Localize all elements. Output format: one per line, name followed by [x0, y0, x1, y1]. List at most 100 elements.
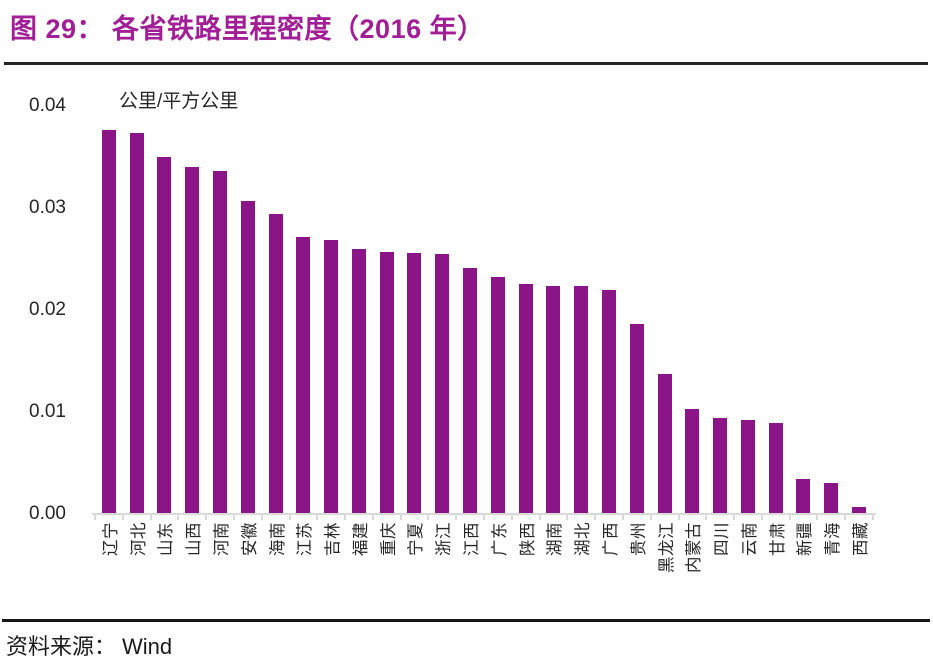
x-label-xinjiang: 新疆 — [790, 520, 818, 622]
bar-jiangxi — [463, 268, 478, 514]
x-axis-tick — [510, 515, 513, 520]
x-axis-tick — [844, 515, 847, 520]
source-label: 资料来源： — [6, 634, 117, 659]
bar-henan — [213, 171, 228, 514]
bar-guangdong — [490, 277, 505, 514]
x-label-text: 河北 — [129, 522, 148, 556]
x-axis-tick — [455, 515, 458, 520]
x-label-text: 浙江 — [435, 522, 454, 556]
x-label-fujian: 福建 — [345, 520, 373, 622]
bar-slot-chongqing — [373, 106, 401, 514]
x-label-gansu: 甘肃 — [762, 520, 790, 622]
x-label-jilin: 吉林 — [317, 520, 345, 622]
x-label-sichuan: 四川 — [706, 520, 734, 622]
x-label-text: 甘肃 — [768, 522, 787, 556]
x-axis-tick — [566, 515, 569, 520]
y-tick-label-0.02: 0.02 — [29, 299, 66, 320]
x-label-zhejiang: 浙江 — [428, 520, 456, 622]
x-axis-tick — [177, 515, 180, 520]
bar-slot-shandong — [151, 106, 179, 514]
x-axis-tick — [121, 515, 124, 520]
x-label-text: 山东 — [157, 522, 176, 556]
x-label-text: 河南 — [213, 522, 232, 556]
bar-slot-jiangsu — [289, 106, 317, 514]
x-label-text: 辽宁 — [101, 522, 120, 556]
bar-xizang — [851, 506, 866, 514]
x-label-text: 江苏 — [296, 522, 315, 556]
bar-slot-qinghai — [817, 106, 845, 514]
bar-hebei — [129, 132, 144, 514]
bar-slot-ningxia — [401, 106, 429, 514]
x-label-guangxi: 广西 — [595, 520, 623, 622]
x-axis-tick — [316, 515, 319, 520]
bar-ningxia — [407, 252, 422, 514]
x-axis-tick — [705, 515, 708, 520]
x-axis-tick — [399, 515, 402, 520]
x-label-yunnan: 云南 — [734, 520, 762, 622]
x-label-text: 湖南 — [546, 522, 565, 556]
x-axis-tick — [594, 515, 597, 520]
x-label-text: 安徽 — [240, 522, 259, 556]
bar-xinjiang — [796, 479, 811, 514]
x-axis-tick — [788, 515, 791, 520]
x-label-text: 福建 — [351, 522, 370, 556]
bar-slot-jilin — [317, 106, 345, 514]
bar-slot-xizang — [845, 106, 873, 514]
x-label-text: 广西 — [601, 522, 620, 556]
x-label-text: 湖北 — [574, 522, 593, 556]
x-label-text: 云南 — [740, 522, 759, 556]
x-label-jiangxi: 江西 — [456, 520, 484, 622]
y-tick-label-0.04: 0.04 — [29, 95, 66, 116]
x-label-text: 西藏 — [851, 522, 870, 556]
figure-title: 图 29： 各省铁路里程密度（2016 年） — [10, 14, 485, 44]
x-axis-tick — [538, 515, 541, 520]
x-axis-tick — [94, 515, 96, 520]
bar-gansu — [768, 423, 783, 514]
bar-slot-hebei — [123, 106, 151, 514]
bar-slot-heilongjiang — [651, 106, 679, 514]
x-axis-category-labels: 辽宁 河北 山东 山西 河南 安徽 海南 江苏 吉林 福建 重庆 宁夏 浙江 江西 广东 陕西 湖南 湖北 广西 贵州… — [95, 520, 873, 622]
bar-zhejiang — [435, 253, 450, 514]
x-axis-tick — [149, 515, 152, 520]
bar-slot-henan — [206, 106, 234, 514]
bar-jilin — [324, 239, 339, 514]
bar-slot-anhui — [234, 106, 262, 514]
x-label-shaanxi: 陕西 — [512, 520, 540, 622]
x-label-qinghai: 青海 — [817, 520, 845, 622]
title-divider — [4, 62, 928, 65]
x-axis-tick — [205, 515, 208, 520]
x-label-text: 黑龙江 — [657, 522, 676, 573]
bar-shanxi — [185, 167, 200, 514]
x-label-hubei: 湖北 — [567, 520, 595, 622]
bar-jiangsu — [296, 236, 311, 514]
x-axis-tick — [288, 515, 291, 520]
bar-slot-gansu — [762, 106, 790, 514]
x-label-neimenggu: 内蒙古 — [678, 520, 706, 622]
x-axis-tick — [483, 515, 485, 520]
bar-slot-xinjiang — [790, 106, 818, 514]
x-axis-tick — [621, 515, 624, 520]
x-axis-line — [92, 513, 876, 515]
bar-heilongjiang — [657, 374, 672, 514]
x-axis-tick — [344, 515, 347, 520]
bar-series — [95, 106, 873, 514]
bar-slot-guizhou — [623, 106, 651, 514]
x-label-guizhou: 贵州 — [623, 520, 651, 622]
y-tick-label-0.00: 0.00 — [29, 503, 66, 524]
x-label-jiangsu: 江苏 — [289, 520, 317, 622]
x-axis-tick — [232, 515, 235, 520]
bar-slot-hainan — [262, 106, 290, 514]
bar-slot-shaanxi — [512, 106, 540, 514]
x-label-anhui: 安徽 — [234, 520, 262, 622]
bar-slot-guangdong — [484, 106, 512, 514]
bar-guangxi — [601, 289, 616, 514]
bar-slot-hubei — [567, 106, 595, 514]
bar-slot-sichuan — [706, 106, 734, 514]
x-label-henan: 河南 — [206, 520, 234, 622]
x-label-text: 吉林 — [324, 522, 343, 556]
x-label-text: 陕西 — [518, 522, 537, 556]
x-axis-tick — [816, 515, 819, 520]
bar-slot-neimenggu — [678, 106, 706, 514]
x-axis-tick — [427, 515, 430, 520]
x-label-text: 广东 — [490, 522, 509, 556]
